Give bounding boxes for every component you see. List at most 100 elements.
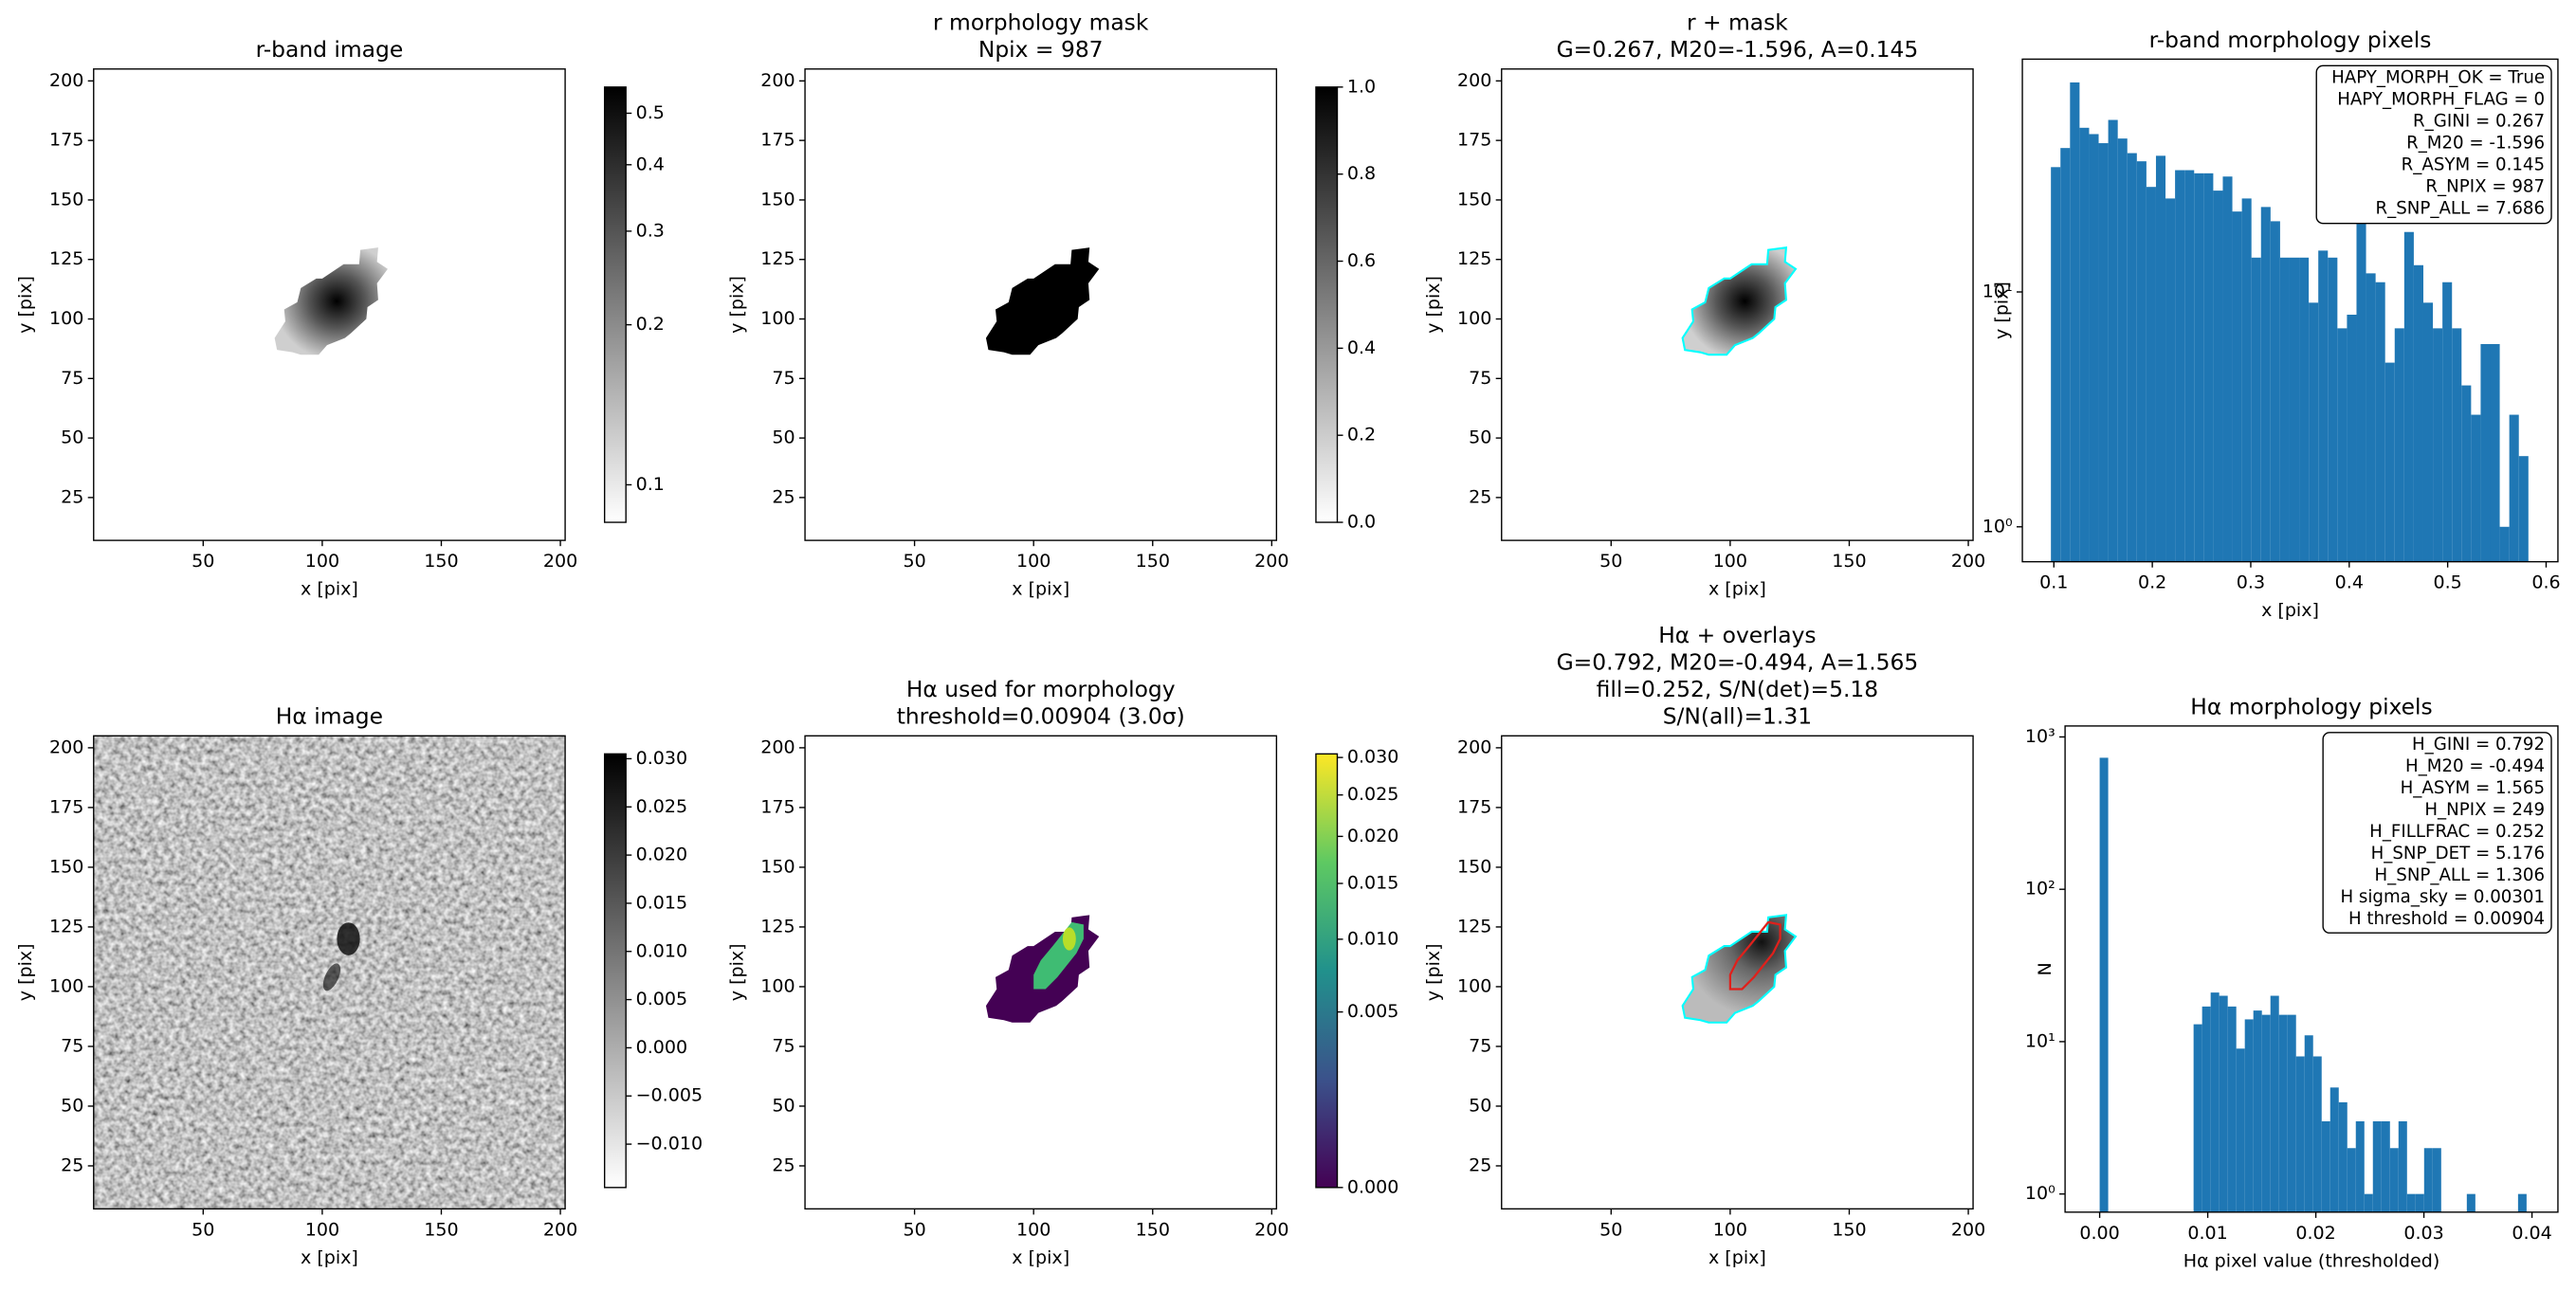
stats-text: R_NPIX = 987	[2425, 177, 2545, 197]
x-tick-label: 100	[1016, 1219, 1050, 1240]
panel-title: r + mask	[1687, 9, 1788, 36]
y-tick-label: 100	[760, 975, 795, 996]
x-tick-label: 150	[424, 1219, 458, 1240]
y-tick-label: 25	[61, 486, 83, 507]
x-tick-label: 200	[1951, 1219, 1985, 1240]
x-tick-label: 0.5	[2433, 573, 2461, 593]
colorbar-tick-label: 1.0	[1347, 76, 1376, 97]
histogram-bar	[2517, 1193, 2527, 1212]
stats-text: R_SNP_ALL = 7.686	[2376, 199, 2546, 219]
histogram-bar	[2328, 257, 2338, 562]
colorbar-tick-label: 0.015	[1347, 873, 1399, 894]
x-tick-label: 0.4	[2335, 573, 2364, 593]
panel-title: r-band image	[256, 36, 404, 63]
y-tick-label: 10¹	[2025, 1030, 2055, 1051]
colorbar-tick-label: 0.6	[1347, 250, 1376, 271]
histogram-bar	[2499, 526, 2510, 562]
x-tick-label: 200	[1254, 551, 1288, 572]
stats-text: H threshold = 0.00904	[2348, 909, 2545, 929]
colorbar	[1315, 86, 1339, 523]
y-tick-label: 25	[772, 486, 795, 507]
y-tick-label: 175	[760, 130, 795, 151]
histogram-bar	[2253, 1010, 2262, 1212]
panel-title: G=0.792, M20=-0.494, A=1.565	[1557, 649, 1919, 676]
y-axis-label: y [pix]	[1423, 943, 1444, 1001]
y-tick-label: 100	[49, 975, 83, 996]
histogram-bar	[2398, 1120, 2407, 1212]
histogram-bar	[2099, 757, 2109, 1212]
histogram-bar	[2509, 414, 2519, 562]
histogram-bar	[2108, 119, 2118, 562]
y-tick-label: 75	[61, 1035, 83, 1056]
y-tick-label: 150	[760, 189, 795, 209]
y-tick-label: 75	[1469, 368, 1491, 389]
x-tick-label: 100	[1016, 551, 1050, 572]
y-tick-label: 50	[61, 1095, 83, 1116]
histogram-bar	[2219, 995, 2228, 1212]
y-axis-label: N	[2035, 962, 2055, 975]
histogram-bar	[2422, 302, 2434, 562]
histogram-bar	[2244, 1019, 2254, 1212]
histogram-bar	[2309, 302, 2319, 562]
halpha-overlay-image	[1681, 914, 1798, 1024]
y-tick-label: 50	[1469, 427, 1491, 448]
y-tick-label: 75	[1469, 1035, 1491, 1056]
stats-text: HAPY_MORPH_FLAG = 0	[2337, 89, 2545, 109]
histogram-bar	[2299, 257, 2310, 562]
x-axis-label: x [pix]	[2261, 600, 2319, 621]
stats-box	[2315, 64, 2552, 225]
panel-title: Npix = 987	[978, 36, 1104, 63]
panel-title: r-band morphology pixels	[2149, 27, 2432, 53]
y-tick-label: 100	[1457, 975, 1491, 996]
histogram-bar	[2165, 198, 2176, 562]
x-tick-label: 200	[1951, 551, 1985, 572]
y-tick-label: 10⁰	[2025, 1183, 2055, 1204]
y-tick-label: 150	[49, 856, 83, 877]
y-tick-label: 75	[772, 368, 795, 389]
y-tick-label: 200	[760, 70, 795, 91]
x-tick-label: 0.6	[2531, 573, 2560, 593]
histogram-bar	[2394, 328, 2404, 562]
y-tick-label: 100	[1457, 308, 1491, 329]
histogram-bar	[2194, 173, 2204, 562]
colorbar	[1315, 753, 1339, 1189]
histogram-bar	[2289, 257, 2300, 562]
y-tick-label: 25	[1469, 486, 1491, 507]
histogram-bar	[2337, 328, 2348, 562]
y-axis-label: y [pix]	[1423, 276, 1444, 334]
stats-text: R_GINI = 0.267	[2413, 111, 2545, 131]
mask-image	[985, 247, 1100, 355]
y-tick-label: 10⁰	[1982, 516, 2013, 536]
stats-text: H sigma_sky = 0.00301	[2340, 887, 2545, 907]
stats-text: H_NPIX = 249	[2424, 800, 2545, 820]
histogram-bar	[2184, 170, 2195, 562]
histogram-bar	[2406, 1193, 2416, 1212]
colorbar-tick-label: 0.8	[1347, 163, 1376, 184]
detection-contour	[1728, 920, 1781, 991]
histogram-bar	[2203, 173, 2214, 562]
colorbar-tick-label: 0.000	[636, 1037, 688, 1058]
x-tick-label: 150	[1136, 1219, 1170, 1240]
y-tick-label: 175	[49, 796, 83, 817]
colorbar-tick-label: 0.020	[636, 845, 688, 865]
x-tick-label: 0.00	[2079, 1223, 2119, 1244]
histogram-bar	[2372, 1120, 2382, 1212]
histogram-bar	[2518, 456, 2529, 562]
y-tick-label: 200	[49, 70, 83, 91]
histogram-bar	[2375, 282, 2385, 562]
histogram-bar	[2295, 1056, 2305, 1212]
histogram-bar	[2384, 362, 2395, 562]
y-axis-label: y [pix]	[727, 943, 748, 1001]
y-tick-label: 75	[61, 368, 83, 389]
x-tick-label: 200	[543, 1219, 577, 1240]
histogram-bar	[2423, 1148, 2433, 1212]
x-axis-label: x [pix]	[1012, 579, 1069, 600]
y-tick-label: 200	[1457, 70, 1491, 91]
histogram-bar	[2210, 992, 2220, 1212]
histogram-bar	[2366, 273, 2376, 562]
histogram-bar	[2389, 1148, 2399, 1212]
histogram-bar	[2415, 1193, 2424, 1212]
y-tick-label: 150	[1457, 856, 1491, 877]
axes-frame	[2064, 725, 2559, 1213]
